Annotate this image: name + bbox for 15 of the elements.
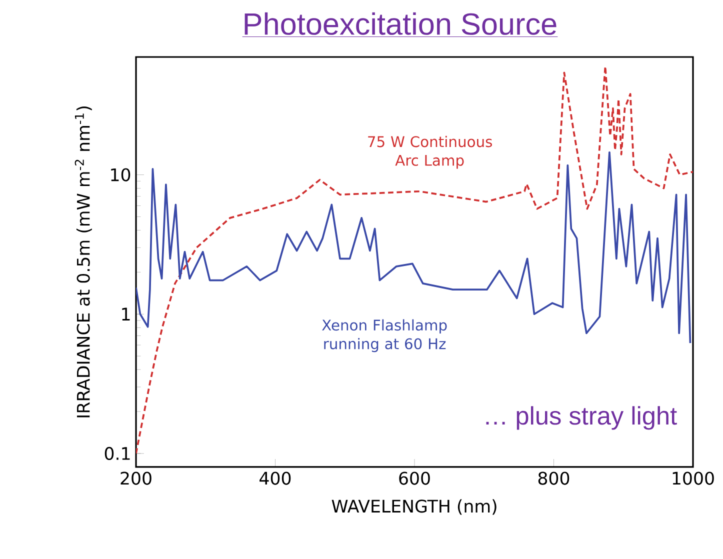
series-label: 75 W Continuous Arc Lamp <box>368 136 492 169</box>
x-tick-label: 200 <box>120 472 152 485</box>
y-tick-label: 0.1 <box>104 446 130 460</box>
annotation: … plus stray light <box>486 406 677 430</box>
x-tick-label: 800 <box>538 472 570 485</box>
x-tick-label: 600 <box>399 472 430 485</box>
y-tick-label: 1 <box>122 308 130 320</box>
x-tick-label: 1000 <box>672 472 714 485</box>
x-tick-label: 400 <box>260 472 291 485</box>
x-axis-title: WAVELENGTH (nm) <box>332 499 496 515</box>
text: Xenon Flashlamp running at 60 Hz <box>322 319 447 352</box>
line-series <box>136 65 693 454</box>
y-tick-label: 10 <box>111 168 130 182</box>
chart-title: Photoexcitation Source <box>244 12 556 35</box>
y-axis-title: IRRADIANCE at 0.5m (mW m$^{-2}$ nm$^{-1}$) <box>74 106 92 418</box>
